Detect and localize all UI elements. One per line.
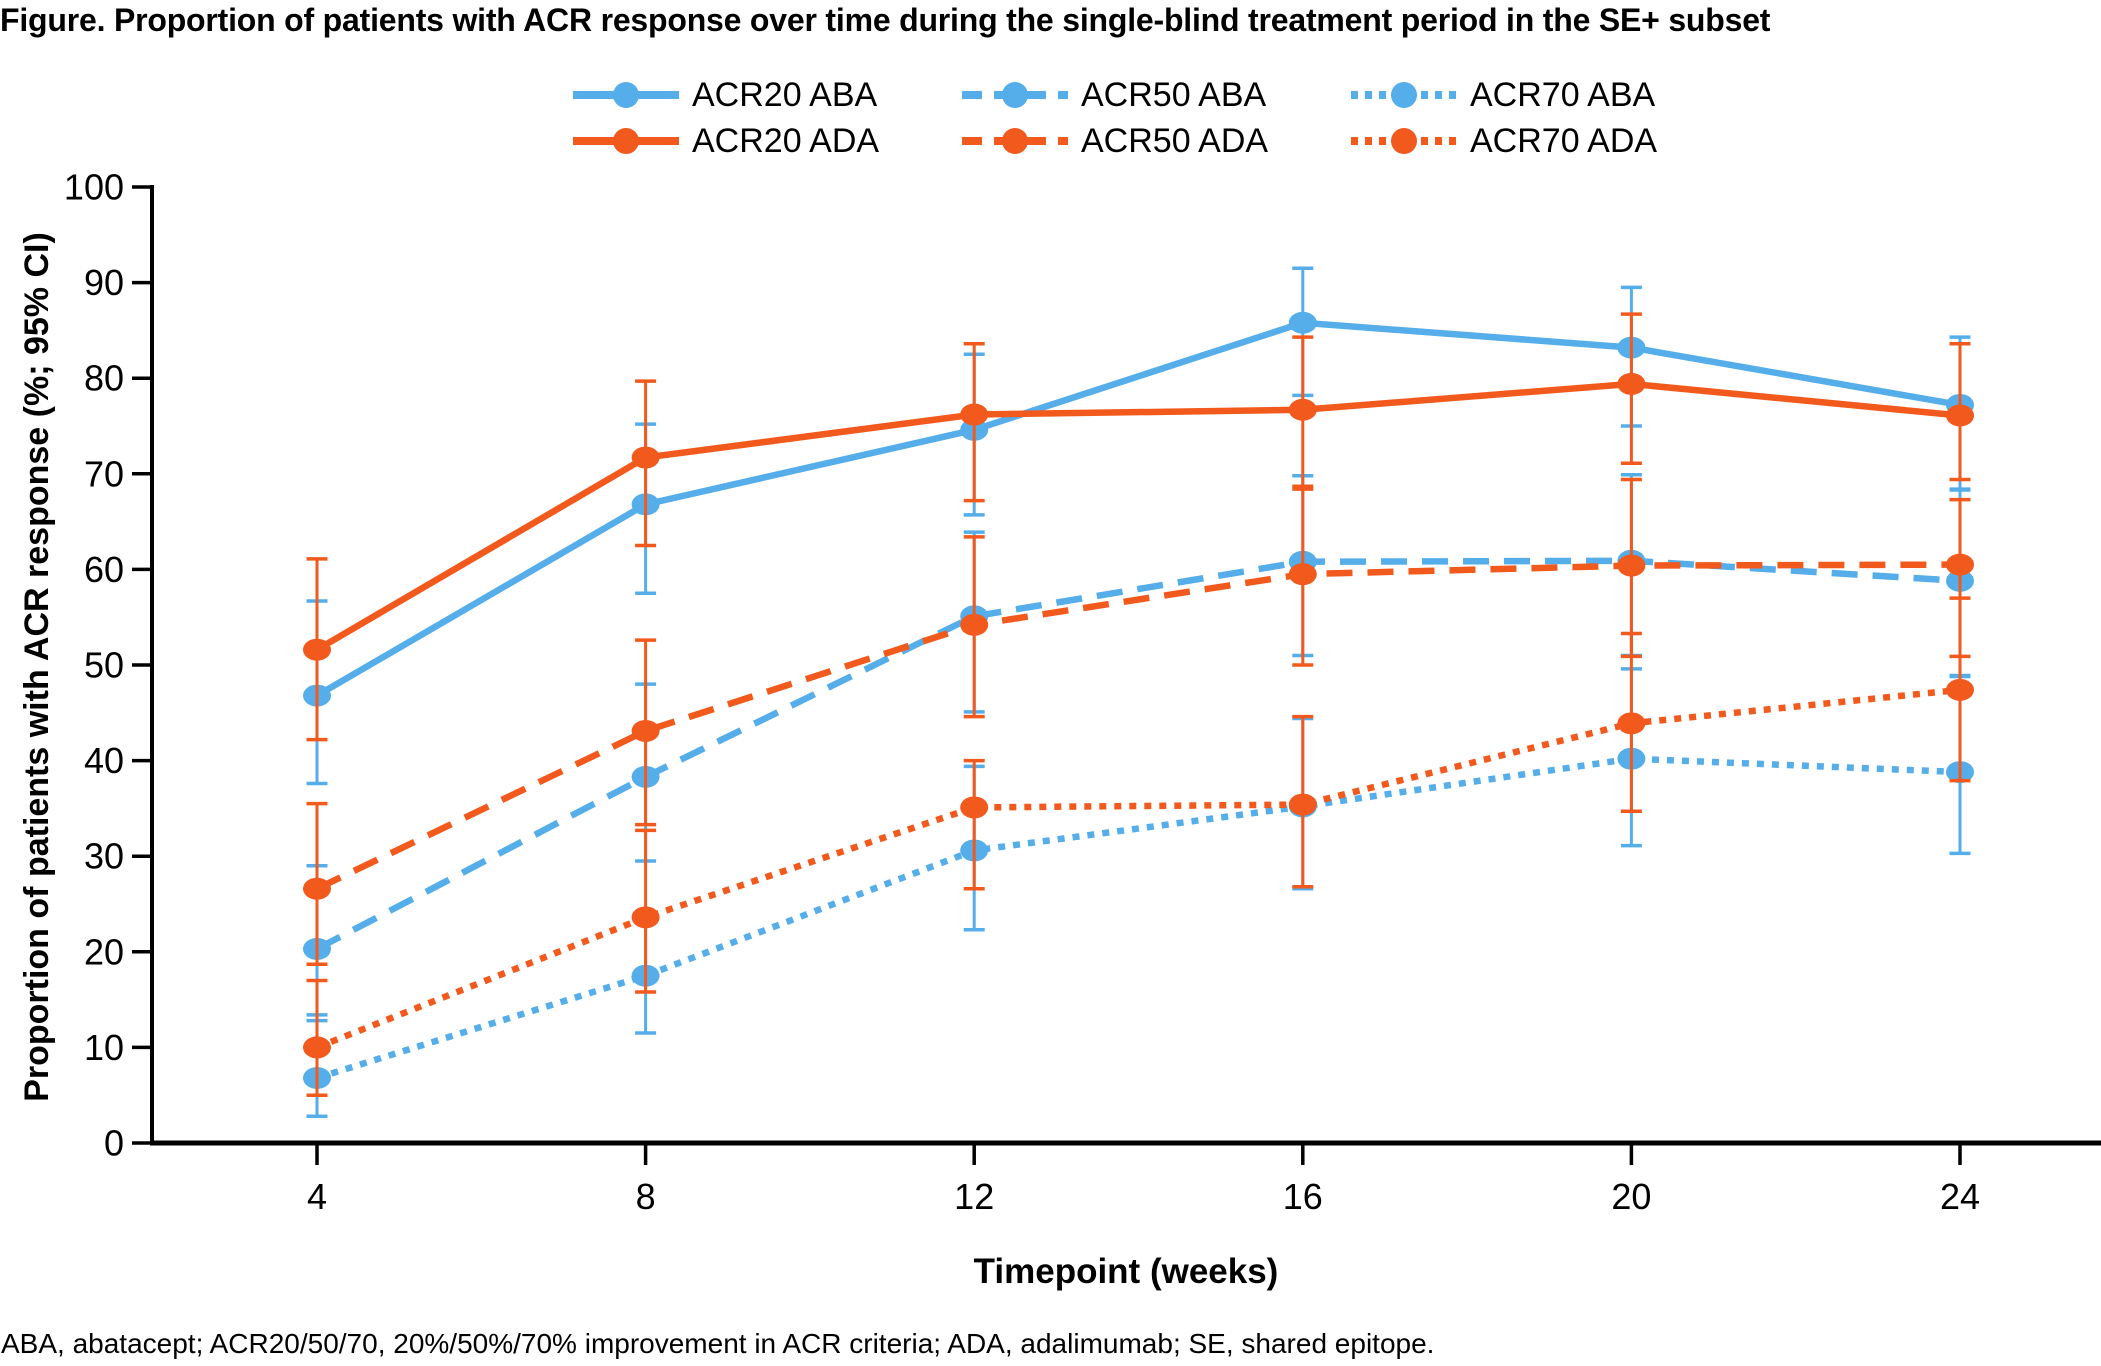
x-axis-title: Timepoint (weeks) [973,1252,1279,1291]
data-point-acr50-ada-week-12 [960,613,989,636]
series-acr50-ada [303,477,1974,966]
data-point-acr50-ada-week-24 [1946,553,1974,576]
x-tick-label: 24 [1940,1176,1980,1217]
legend-marker-solid-icon [573,82,679,108]
line-acr20-aba [315,319,1961,699]
legend-marker-dashed-icon [962,128,1068,154]
data-point-acr20-aba-week-16 [1288,311,1317,334]
x-tick-label: 20 [1611,1176,1651,1217]
data-point-acr20-ada-week-8 [631,446,660,469]
legend-label: ACR20 ADA [692,121,880,160]
data-point-acr20-ada-week-16 [1288,398,1317,421]
y-tick-label: 10 [84,1027,124,1068]
x-axis-ticks: 4 8 12 16 20 24 [307,1143,1980,1217]
legend-item-acr50-ada: ACR50 ADA [960,122,1349,161]
legend-label: ACR50 ADA [1081,121,1269,160]
error-bars-acr70-ada [306,596,1971,1097]
y-tick-label: 60 [84,549,124,590]
data-point-acr70-ada-week-4 [303,1036,331,1059]
markers-acr50-aba [303,549,1974,960]
error-bars-acr70-aba [306,667,1971,1118]
chart-legend: ACR20 ABA ACR50 ABA ACR70 ABA ACR20 ADA ACR5… [571,72,1769,164]
y-tick-label: 90 [84,262,124,303]
data-point-acr70-ada-week-24 [1946,678,1974,701]
y-tick-label: 0 [104,1123,124,1164]
y-tick-label: 100 [64,167,124,208]
data-point-acr70-ada-week-16 [1288,793,1317,816]
data-point-acr20-ada-week-24 [1946,404,1974,427]
data-point-acr70-ada-week-20 [1617,712,1646,735]
legend-item-acr20-aba: ACR20 ABA [571,76,960,115]
data-point-acr50-ada-week-20 [1617,554,1646,577]
line-acr20-ada [315,380,1961,653]
legend-label: ACR50 ABA [1081,75,1267,114]
legend-label: ACR70 ABA [1470,75,1656,114]
data-point-acr50-ada-week-16 [1288,563,1317,586]
line-acr50-aba [315,557,1961,952]
line-acr70-aba [316,755,1961,1082]
x-tick-label: 4 [307,1176,327,1217]
y-tick-label: 40 [84,740,124,781]
line-acr70-ada [315,686,1961,1051]
legend-label: ACR20 ABA [692,75,878,114]
legend-marker-solid-icon [573,128,679,154]
y-axis-ticks: 0 10 20 30 40 50 60 70 80 90 100 [64,167,152,1164]
legend-marker-dashed-icon [962,82,1068,108]
x-tick-label: 12 [954,1176,994,1217]
series-acr20-ada [303,312,1974,742]
markers-acr50-ada [303,553,1974,900]
error-bars-acr20-aba [306,266,1971,786]
figure-title: Figure. Proportion of patients with ACR … [0,2,1771,38]
data-point-acr20-ada-week-12 [960,403,989,426]
legend-marker-dotted-icon [1351,128,1457,154]
y-tick-label: 70 [84,453,124,494]
data-point-acr50-ada-week-4 [303,877,331,900]
series-acr70-aba [303,667,1974,1118]
x-tick-label: 8 [636,1176,656,1217]
series-acr20-aba [303,266,1974,786]
markers-acr70-aba [303,747,1974,1089]
y-tick-label: 20 [84,931,124,972]
data-point-acr50-ada-week-8 [631,719,660,742]
legend-marker-dotted-icon [1351,82,1457,108]
x-tick-label: 16 [1283,1176,1323,1217]
data-point-acr20-ada-week-20 [1617,372,1646,395]
line-acr50-ada [315,561,1961,892]
error-bars-acr50-ada [306,477,1971,966]
y-tick-label: 50 [84,645,124,686]
data-point-acr70-ada-week-8 [631,906,660,929]
data-point-acr70-ada-week-12 [960,796,989,819]
y-tick-label: 80 [84,358,124,399]
footnote-abbreviations: ABA, abatacept; ACR20/50/70, 20%/50%/70%… [1,1328,1435,1359]
legend-item-acr50-aba: ACR50 ABA [960,76,1349,115]
legend-label: ACR70 ADA [1470,121,1658,160]
markers-acr70-ada [303,678,1974,1059]
data-point-acr20-ada-week-4 [303,638,331,661]
markers-acr20-ada [303,372,1974,661]
legend-item-acr70-aba: ACR70 ABA [1349,76,1769,115]
legend-item-acr20-ada: ACR20 ADA [571,122,960,161]
y-tick-label: 30 [84,836,124,877]
series-acr70-ada [303,596,1974,1097]
axes [150,185,2101,1146]
legend-item-acr70-ada: ACR70 ADA [1349,122,1769,161]
